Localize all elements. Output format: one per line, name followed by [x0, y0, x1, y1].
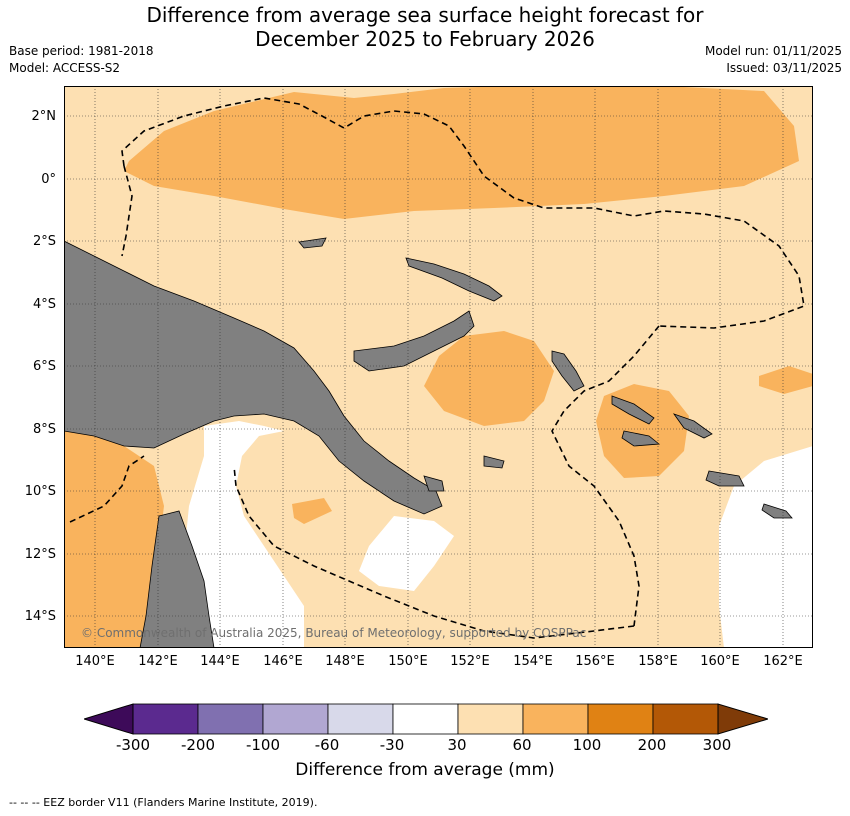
- colorbar-arrow-low: [84, 703, 134, 735]
- lat-label-10s: 10°S: [24, 484, 56, 499]
- colorbar-tick: -30: [379, 736, 405, 754]
- colorbar-segment: [132, 703, 199, 735]
- lon-label-158e: 158°E: [638, 654, 678, 669]
- title-line-2: December 2025 to February 2026: [255, 27, 595, 51]
- colorbar-tick: 60: [512, 736, 532, 754]
- lat-label-12s: 12°S: [24, 547, 56, 562]
- lat-label-0: 0°: [41, 172, 56, 187]
- model-run: Model run: 01/11/2025: [704, 44, 842, 58]
- new-ireland-land: [405, 257, 503, 302]
- lon-label-140e: 140°E: [75, 654, 115, 669]
- lon-label-162e: 162°E: [763, 654, 803, 669]
- colorbar: [84, 703, 768, 735]
- lat-label-2n: 2°N: [31, 109, 57, 124]
- bougainville-land: [551, 350, 585, 392]
- model-name: Model: ACCESS-S2: [9, 61, 121, 75]
- lat-label-4s: 4°S: [32, 297, 56, 312]
- colorbar-tick: 200: [637, 736, 667, 754]
- lat-label-6s: 6°S: [32, 359, 56, 374]
- map-title: Difference from average sea surface heig…: [0, 3, 850, 51]
- santa-isabel-land: [611, 395, 655, 425]
- colorbar-tick: -60: [314, 736, 340, 754]
- base-period: Base period: 1981-2018: [9, 44, 154, 58]
- louisiade-land: [483, 455, 505, 469]
- colorbar-segments: [132, 703, 719, 735]
- lon-label-150e: 150°E: [388, 654, 428, 669]
- new-britain-land: [353, 310, 475, 372]
- white-region-coral-sea-central: [359, 516, 454, 591]
- map-svg: [64, 86, 813, 648]
- lon-label-146e: 146°E: [263, 654, 303, 669]
- colorbar-tick: -300: [115, 736, 151, 754]
- dentrecasteaux-land: [423, 475, 445, 492]
- colorbar-segment: [457, 703, 524, 735]
- colorbar-segment: [587, 703, 654, 735]
- lon-label-142e: 142°E: [138, 654, 178, 669]
- eez-footnote: -- -- -- EEZ border V11 (Flanders Marine…: [9, 796, 318, 809]
- title-line-1: Difference from average sea surface heig…: [146, 3, 704, 27]
- lat-label-14s: 14°S: [24, 609, 56, 624]
- orange-region-solomon-sea: [424, 331, 554, 426]
- colorbar-segment: [262, 703, 329, 735]
- colorbar-segment: [327, 703, 394, 735]
- lon-label-148e: 148°E: [325, 654, 365, 669]
- makira-land: [705, 470, 745, 487]
- lon-label-156e: 156°E: [575, 654, 615, 669]
- colorbar-arrow-high: [717, 703, 768, 735]
- colorbar-tick: -200: [180, 736, 216, 754]
- guadalcanal-land: [621, 430, 661, 447]
- lon-label-160e: 160°E: [700, 654, 740, 669]
- copyright-text: © Commonwealth of Australia 2025, Bureau…: [81, 626, 587, 640]
- colorbar-segment: [522, 703, 589, 735]
- orange-region-equatorial: [124, 86, 799, 219]
- colorbar-tick: -100: [245, 736, 281, 754]
- map-frame: [64, 86, 813, 648]
- cape-york-land: [139, 510, 215, 648]
- orange-region-coral-sea-small: [292, 498, 332, 524]
- malaita-land: [672, 413, 713, 439]
- issued-date: Issued: 03/11/2025: [726, 61, 842, 75]
- lon-label-152e: 152°E: [450, 654, 490, 669]
- colorbar-label: Difference from average (mm): [295, 760, 555, 780]
- colorbar-segment: [652, 703, 719, 735]
- eez-borders: [69, 97, 805, 639]
- colorbar-tick: 100: [572, 736, 602, 754]
- manus-island-land: [298, 237, 327, 249]
- lat-label-2s: 2°S: [32, 234, 56, 249]
- map-area: [64, 86, 813, 648]
- colorbar-segment: [197, 703, 264, 735]
- orange-region-east-small: [759, 366, 813, 394]
- meta-right: Model run: 01/11/2025 Issued: 03/11/2025: [705, 43, 842, 77]
- colorbar-segment: [392, 703, 459, 735]
- colorbar-tick: 30: [447, 736, 467, 754]
- colorbar-tick: 300: [702, 736, 732, 754]
- orange-region-gulf: [64, 426, 164, 648]
- new-guinea-land: [64, 240, 443, 515]
- gridlines: [64, 86, 813, 648]
- white-region-coral-sea-west: [184, 421, 304, 648]
- meta-left: Base period: 1981-2018 Model: ACCESS-S2: [9, 43, 154, 77]
- white-region-east: [719, 446, 813, 648]
- lat-label-8s: 8°S: [32, 422, 56, 437]
- lon-label-154e: 154°E: [513, 654, 553, 669]
- lon-label-144e: 144°E: [200, 654, 240, 669]
